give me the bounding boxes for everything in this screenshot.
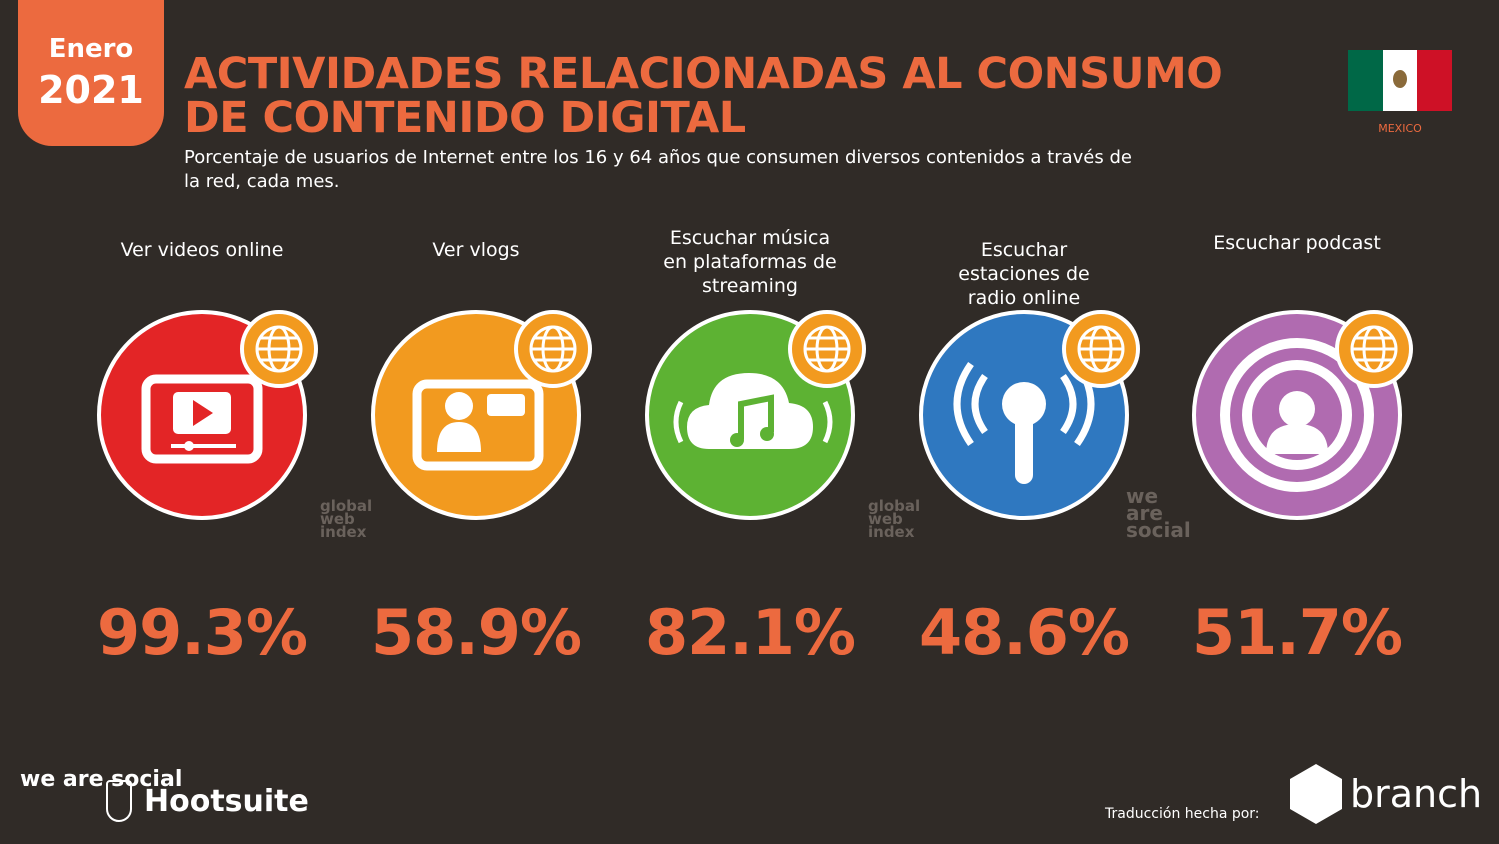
globe-icon [1062,310,1140,388]
activity-percentage: 48.6% [918,596,1130,669]
title-line-1: ACTIVIDADES RELACIONADAS AL CONSUMO [184,49,1223,99]
date-badge: Enero 2021 [18,0,164,146]
globe-icon [240,310,318,388]
vlog-icon [412,379,544,471]
activity-label: Escuchar podcast [1213,232,1381,254]
activity-label: Ver vlogs [432,239,520,261]
badge-month: Enero [48,34,134,64]
translation-credit: Traducción hecha por: [1105,806,1260,822]
video-player-icon [141,374,263,464]
activity-icon-circle [919,310,1129,520]
globe-icon [788,310,866,388]
wearesocial-watermark: we are social [1126,484,1191,542]
activity-percentage: 82.1% [644,596,856,669]
branch-logo: branch [1350,772,1483,816]
mexico-flag-icon [1348,50,1453,111]
podcast-icon [1220,338,1374,492]
activity-label: Escuchar estaciones de radio online [958,239,1090,309]
activity-percentage: 51.7% [1191,596,1403,669]
activity-percentage: 99.3% [96,596,308,669]
activity-label: Ver videos online [120,239,284,261]
page-subtitle: Porcentaje de usuarios de Internet entre… [184,147,1132,192]
branch-logo-icon [1290,764,1342,824]
globalwebindex-watermark: global web index [320,497,373,541]
music-cloud-icon [673,373,833,449]
hootsuite-owl-icon [106,780,132,822]
globe-icon [514,310,592,388]
globe-icon [1335,310,1413,388]
page-title: ACTIVIDADES RELACIONADAS AL CONSUMO DE C… [184,49,1223,143]
country-label: MEXICO [1378,122,1422,135]
radio-antenna-icon [953,361,1095,484]
hootsuite-logo: Hootsuite [144,784,309,819]
activity-label: Escuchar música en plataformas de stream… [663,227,837,297]
badge-year: 2021 [38,68,144,112]
globalwebindex-watermark: global web index [868,497,921,541]
title-line-2: DE CONTENIDO DIGITAL [184,93,746,143]
we-are-social-logo: we are social [20,767,183,792]
activity-percentage: 58.9% [370,596,582,669]
